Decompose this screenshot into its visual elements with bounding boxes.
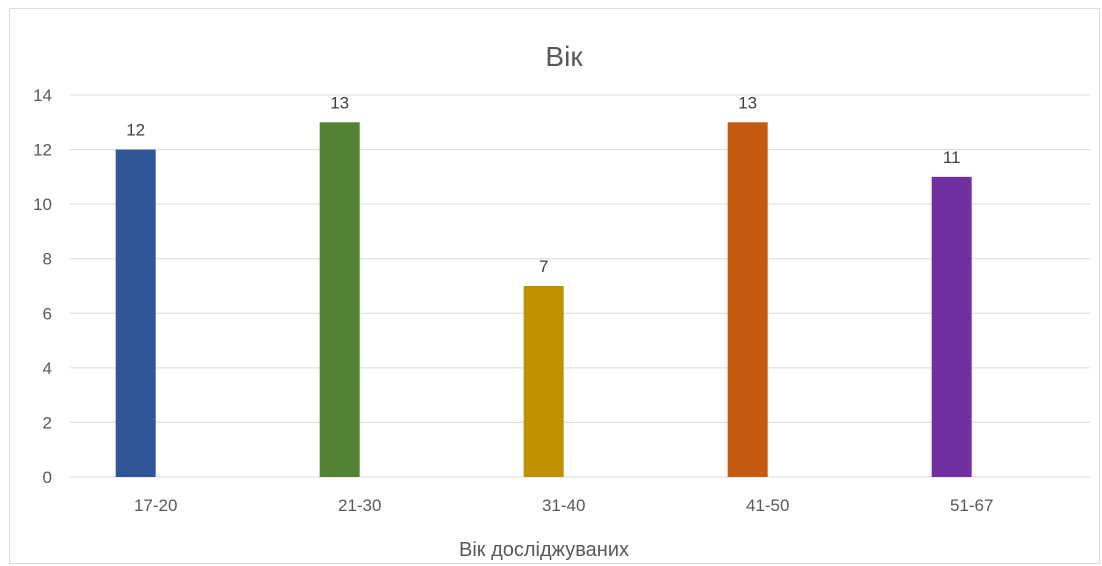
data-labels: 12 13 7 13 11 (126, 93, 960, 276)
y-tick-label: 6 (43, 304, 52, 323)
y-tick-label: 10 (33, 195, 52, 214)
y-axis-ticks: 0 2 4 6 8 10 12 14 (33, 86, 52, 487)
bar-41-50 (727, 122, 768, 478)
gridlines (70, 94, 1090, 478)
y-tick-label: 14 (33, 86, 52, 105)
x-tick-label: 31-40 (542, 496, 585, 515)
data-label: 11 (943, 148, 961, 167)
data-label: 13 (330, 93, 349, 112)
data-label: 7 (539, 257, 548, 276)
x-tick-label: 17-20 (134, 496, 177, 515)
bar-31-40 (523, 286, 564, 477)
x-tick-label: 51-67 (950, 496, 993, 515)
y-tick-label: 2 (43, 413, 52, 432)
chart-title: Вік (545, 41, 583, 72)
x-axis-title: Вік досліджуваних (459, 539, 629, 561)
bar-21-30 (319, 122, 360, 478)
y-tick-label: 0 (43, 468, 52, 487)
y-tick-label: 12 (33, 141, 52, 160)
x-axis-ticks: 17-20 21-30 31-40 41-50 51-67 (134, 496, 993, 515)
data-label: 12 (126, 121, 145, 140)
data-label: 13 (738, 93, 757, 112)
y-tick-label: 4 (43, 359, 52, 378)
x-tick-label: 41-50 (746, 496, 789, 515)
y-tick-label: 8 (43, 250, 52, 269)
bar-17-20 (115, 149, 156, 478)
bar-51-67 (931, 176, 972, 477)
bars (115, 122, 972, 478)
x-tick-label: 21-30 (338, 496, 381, 515)
